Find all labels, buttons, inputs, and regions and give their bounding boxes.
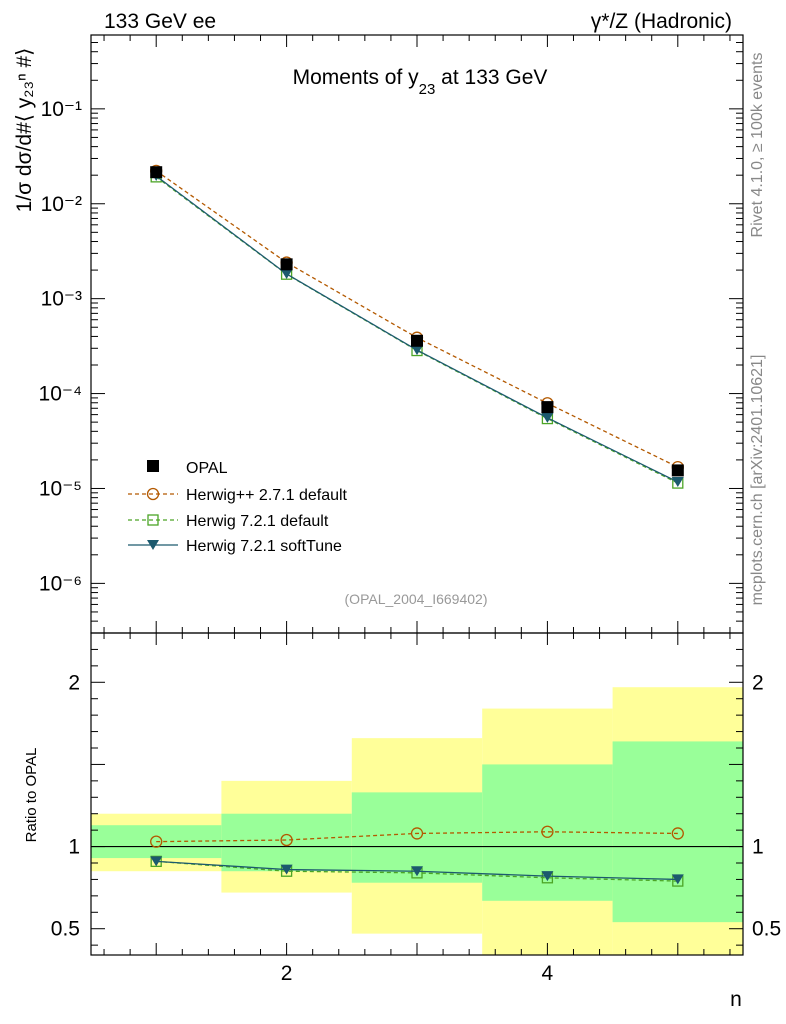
ratio-series [150,825,684,887]
y-main-tick-label-4: 10⁻⁴ [39,383,82,406]
softtune-ratio-point-2 [280,864,293,875]
y-main-tick-label-3: 10⁻³ [41,288,82,311]
main-axes: 10⁻¹ 10⁻² 10⁻³ 10⁻⁴ 10⁻⁵ 10⁻⁶ [39,34,744,634]
herwig721-line [155,176,679,484]
softtune-point-3 [411,345,423,356]
header-right: γ*/Z (Hadronic) [591,10,732,33]
legend-opal-label: OPAL [186,460,228,477]
legend-opal-marker [147,460,159,472]
legend-softtune-marker [147,540,159,550]
band-green-2 [221,813,352,872]
ratio-tick-label-left-1: 2 [68,671,80,694]
legend-herwigpp-marker [146,487,160,501]
softtune-ratio-point-3 [411,866,423,877]
opal-point-5 [671,464,684,477]
opal-point-4 [541,401,554,414]
legend-herwigpp-label: Herwig++ 2.7.1 default [186,487,348,504]
rivet-label: Rivet 4.1.0, ≥ 100k events [749,53,766,238]
ratio-axes: 2 4 2 2 1 1 0.5 0.5 [51,632,781,985]
softtune-ratio-point-4 [541,871,554,882]
legend-herwig721-label: Herwig 7.2.1 default [186,513,329,530]
legend-herwig721-marker [147,514,159,526]
legend-softtune-label: Herwig 7.2.1 softTune [186,538,342,555]
x-tick-label-4: 4 [542,962,554,985]
y-main-tick-label-6: 10⁻⁶ [39,572,82,595]
ratio-tick-label-left-3: 0.5 [51,918,80,941]
opal-point-3 [411,334,423,347]
header-left: 133 GeV ee [104,10,216,33]
y-main-tick-label-2: 10⁻² [41,193,82,216]
softtune-ratio-point-5 [671,874,684,885]
herwigpp-line [155,170,679,468]
y-main-tick-label-1: 10⁻¹ [41,98,82,121]
softtune-ratio-point-1 [150,856,163,867]
y-main-label: 1/σ dσ/d#⟨ y₂₃ⁿ #⟩ [13,48,36,213]
softtune-point-5 [671,476,684,487]
plot-title-suffix: at 133 GeV [435,66,547,89]
ratio-tick-label-right-3: 0.5 [752,918,781,941]
ratio-tick-label-right-2: 1 [752,836,764,859]
softtune-point-4 [541,412,554,423]
herwigpp-ratio-point-4 [541,825,554,838]
herwigpp-ratio-point-2 [280,833,293,847]
opal-point-1 [150,166,163,179]
mcplots-label: mcplots.cern.ch [arXiv:2401.10621] [749,355,766,606]
legend: OPAL Herwig++ 2.7.1 default Herwig 7.2.1… [128,460,348,555]
softtune-line [155,175,679,483]
band-green-5 [612,741,743,923]
x-axis-label: n [730,988,742,1011]
x-tick-label-2: 2 [281,962,293,985]
plot-title-sub: 23 [419,81,436,98]
y-ratio-label: Ratio to OPAL [23,748,40,843]
y-main-tick-label-5: 10⁻⁵ [39,477,82,500]
ratio-tick-label-right-1: 2 [752,671,764,694]
plot-title-prefix: Moments of y [293,66,420,89]
plot-title: Moments of y23 at 133 GeV [293,66,548,98]
herwigpp-ratio-line [156,831,678,843]
herwigpp-ratio-point-5 [671,827,684,840]
analysis-id: (OPAL_2004_I669402) [345,591,488,607]
opal-point-2 [280,258,293,271]
ratio-tick-label-left-2: 1 [68,836,80,859]
softtune-point-2 [280,268,293,279]
herwigpp-ratio-point-1 [150,835,163,848]
ratio-bands [91,687,743,955]
herwigpp-ratio-point-3 [410,827,424,840]
main-series [150,164,684,489]
